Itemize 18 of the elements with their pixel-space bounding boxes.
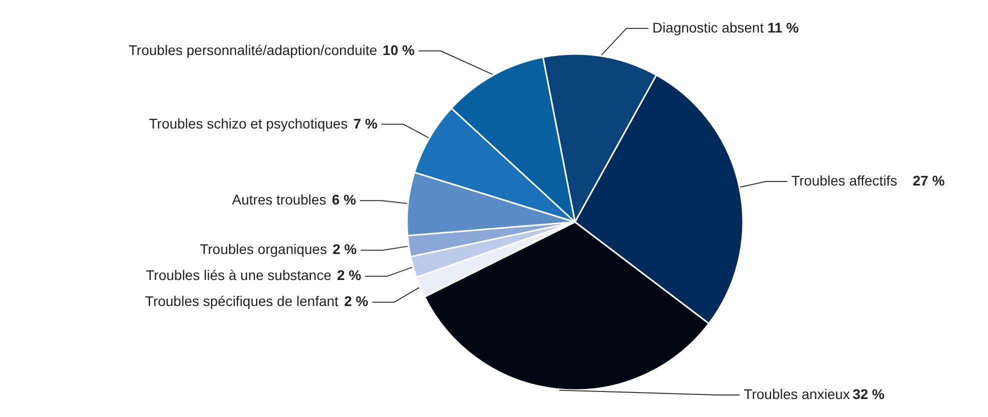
slice-label: Autres troubles — [232, 192, 326, 208]
data-label: 11 % — [768, 19, 800, 36]
data-label: 6 % — [332, 192, 357, 208]
slice-label: Troubles schizo et psychotiques — [149, 115, 348, 132]
data-label: 2 % — [337, 267, 362, 284]
data-label: 27 % — [912, 172, 946, 189]
slice-label: Troubles liés à une substance — [146, 267, 332, 284]
slice-label: Troubles personnalité/adaption/conduite — [128, 42, 378, 58]
slice-label: Troubles affectifs — [791, 172, 898, 189]
slice-label: Troubles anxieux — [744, 386, 850, 402]
data-label: 2 % — [344, 293, 369, 310]
data-label: 7 % — [353, 115, 378, 132]
slice-label: Diagnostic absent — [652, 19, 764, 36]
data-label: 2 % — [332, 241, 358, 258]
slice-label: Troubles spécifiques de lenfant — [145, 293, 339, 310]
data-label: 32 % — [852, 386, 886, 402]
data-label: 10 % — [382, 42, 416, 58]
slice-label: Troubles organiques — [200, 241, 327, 258]
